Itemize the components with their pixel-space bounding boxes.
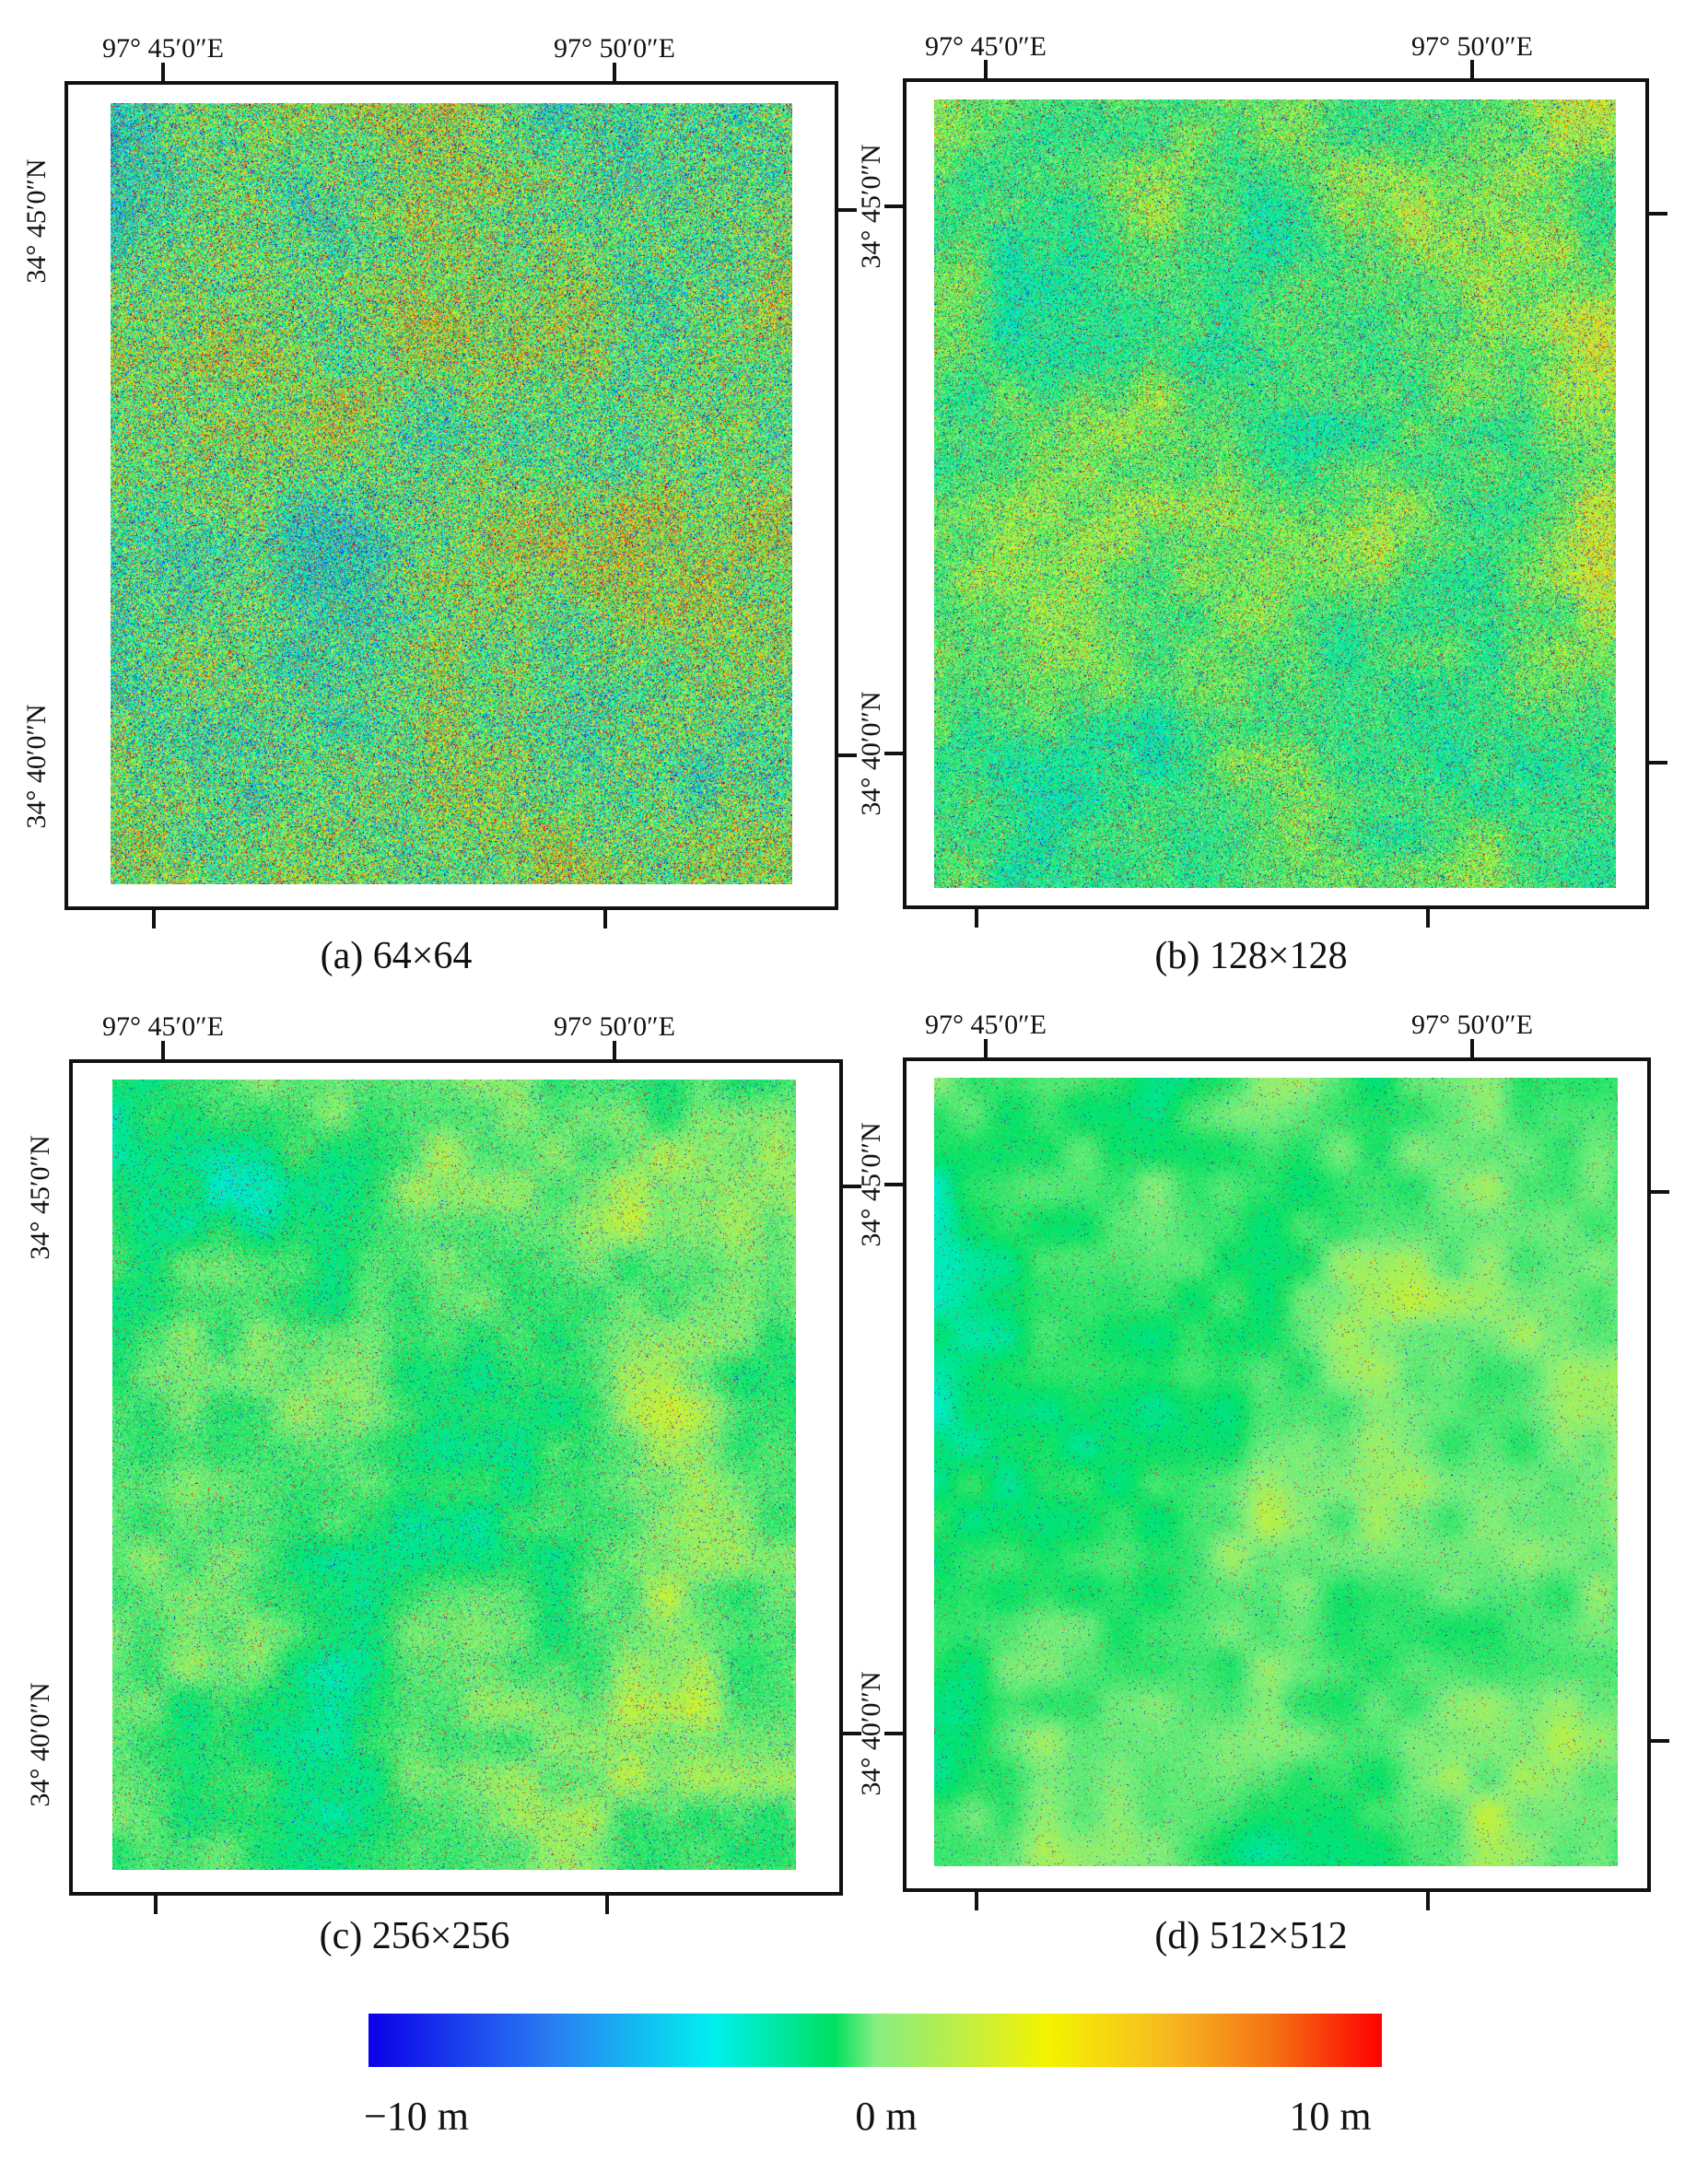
lon-label-c2: 97° 50′0″E [554,1011,675,1042]
tick-right-d2 [1651,1739,1669,1743]
tick-right-d1 [1651,1190,1669,1194]
raster-image-a [111,103,792,884]
lon-label-b1: 97° 45′0″E [925,31,1047,62]
caption-b: (b) 128×128 [1154,935,1348,977]
tick-left-d1 [884,1183,903,1186]
colorbar [369,2014,1382,2067]
tick-bottom-d2 [1426,1892,1430,1910]
tick-top-b1 [984,60,988,78]
tick-left-d2 [884,1732,903,1735]
tick-top-a1 [161,63,165,81]
tick-bottom-a2 [603,910,607,928]
tick-right-a1 [838,208,857,212]
tick-right-a2 [838,753,857,757]
lon-label-c1: 97° 45′0″E [102,1011,224,1042]
caption-c: (c) 256×256 [319,1915,510,1957]
tick-top-d2 [1470,1039,1474,1057]
tick-bottom-c1 [154,1896,158,1914]
lat-label-b2: 34° 40′0″N [856,691,886,816]
colorbar-mid-label: 0 m [855,2094,918,2139]
tick-top-d1 [984,1039,988,1057]
lon-label-a2: 97° 50′0″E [554,33,675,64]
tick-bottom-c2 [605,1896,609,1914]
tick-right-b1 [1649,212,1667,216]
tick-top-c1 [161,1041,165,1059]
tick-left-b2 [884,752,903,755]
tick-left-b1 [884,204,903,208]
lon-label-d1: 97° 45′0″E [925,1010,1047,1040]
lat-label-a2: 34° 40′0″N [21,704,52,829]
lat-label-b1: 34° 45′0″N [856,144,886,269]
raster-image-d [934,1078,1618,1866]
caption-a: (a) 64×64 [320,935,473,977]
raster-image-c [112,1080,796,1870]
lat-label-d1: 34° 45′0″N [856,1122,886,1247]
lon-label-b2: 97° 50′0″E [1411,31,1533,62]
tick-top-b2 [1470,60,1474,78]
lat-label-c1: 34° 45′0″N [25,1135,55,1260]
lat-label-d2: 34° 40′0″N [856,1671,886,1796]
tick-right-c2 [843,1732,861,1735]
tick-bottom-b2 [1426,909,1430,928]
lat-label-a1: 34° 45′0″N [21,158,52,284]
colorbar-max-label: 10 m [1289,2094,1372,2139]
caption-d: (d) 512×512 [1154,1915,1348,1957]
tick-bottom-a1 [152,910,156,928]
tick-bottom-b1 [975,909,978,928]
tick-right-c1 [843,1185,861,1188]
tick-bottom-d1 [975,1892,978,1910]
lon-label-a1: 97° 45′0″E [102,33,224,64]
tick-right-b2 [1649,761,1667,765]
tick-top-a2 [613,63,616,81]
colorbar-min-label: −10 m [363,2094,470,2139]
lon-label-d2: 97° 50′0″E [1411,1010,1533,1040]
raster-image-b [934,99,1616,888]
lat-label-c2: 34° 40′0″N [25,1682,55,1807]
tick-top-c2 [613,1041,616,1059]
